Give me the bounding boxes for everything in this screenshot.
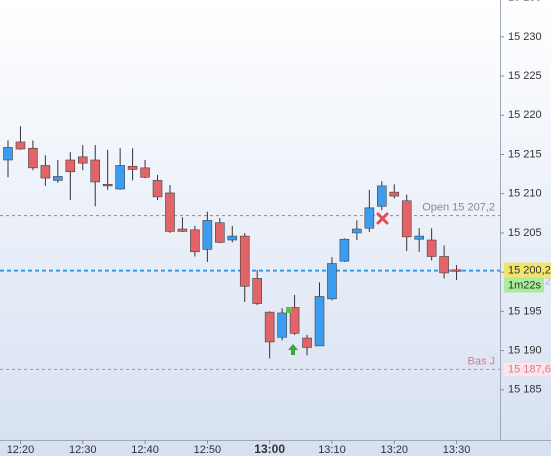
candle-body <box>289 307 300 334</box>
x-tick-label: 12:30 <box>69 444 97 456</box>
candle-body <box>165 192 175 232</box>
level-label: Open 15 207,2 <box>422 202 495 214</box>
candle-body <box>190 229 200 253</box>
x-tick-label: 13:10 <box>318 444 346 456</box>
candle-body <box>302 337 312 348</box>
candle-body <box>339 238 350 262</box>
y-tick-label: 15 205 <box>508 227 542 239</box>
marker-arrow-up <box>288 344 298 355</box>
candle-body <box>115 165 125 190</box>
y-tick-label: 15 225 <box>508 70 542 82</box>
candle-body <box>264 311 275 343</box>
candle-body <box>140 167 150 178</box>
candle-body <box>239 235 250 287</box>
candle-body <box>15 141 26 150</box>
level-box <box>504 362 551 377</box>
candle-body <box>364 207 375 229</box>
candle-body <box>439 256 449 274</box>
candle-body <box>28 147 38 169</box>
candle-body <box>202 220 213 250</box>
x-tick-label: 13:30 <box>443 444 471 456</box>
x-tick-label: 13:20 <box>380 444 408 456</box>
candle-body <box>414 235 424 240</box>
x-tick-label: 12:50 <box>194 444 222 456</box>
x-tick-label: 12:40 <box>131 444 159 456</box>
candles <box>3 126 462 359</box>
candle-body <box>327 263 337 300</box>
plot-area <box>0 126 500 370</box>
candle-body <box>401 200 412 238</box>
candle-body <box>77 156 88 164</box>
timer-box <box>504 277 544 293</box>
candle-body <box>177 228 188 232</box>
level-label: Bas J <box>467 355 495 367</box>
candle-body <box>451 269 462 272</box>
level-box-label: 15 187,6 <box>508 363 551 375</box>
candle-body <box>352 228 362 234</box>
candle-body <box>102 184 113 187</box>
y-tick-label: 15 220 <box>508 109 542 121</box>
y-tick-label: 15 215 <box>508 148 542 160</box>
candle-body <box>53 176 63 181</box>
candle-body <box>227 235 238 241</box>
candle-body <box>277 312 287 338</box>
candle-body <box>127 165 138 170</box>
y-tick-label: 15 185 <box>508 384 542 396</box>
y-tick-label: 15 230 <box>508 31 542 43</box>
candle-body <box>389 191 400 197</box>
x-tick-label: 13:00 <box>254 442 285 456</box>
candle-body <box>3 147 13 161</box>
current-price-label: 15 200,2 <box>508 264 551 276</box>
candle-body <box>426 239 437 257</box>
candle-body <box>65 159 76 173</box>
x-tick-label: 12:20 <box>7 444 35 456</box>
timer-label: 1m22s <box>508 279 542 291</box>
marker-square <box>286 307 292 313</box>
annotations <box>286 212 389 355</box>
candle-body <box>152 180 163 198</box>
level-value: 15 207,2 <box>452 202 495 214</box>
level-name: Open <box>422 202 449 214</box>
y-tick-label: 15 235 <box>508 0 542 4</box>
candle-body <box>314 296 325 347</box>
y-tick-label: 15 195 <box>508 305 542 317</box>
candle-body <box>90 159 101 183</box>
y-tick-label: 15 190 <box>508 344 542 356</box>
current-price-box <box>504 262 551 278</box>
y-tick-label: 15 210 <box>508 188 542 200</box>
candle-body <box>376 185 387 207</box>
candle-body <box>40 165 51 179</box>
level-name: Bas J <box>467 355 495 367</box>
candle-body <box>252 278 262 304</box>
candle-body <box>215 222 225 243</box>
marker-cross <box>376 212 389 225</box>
